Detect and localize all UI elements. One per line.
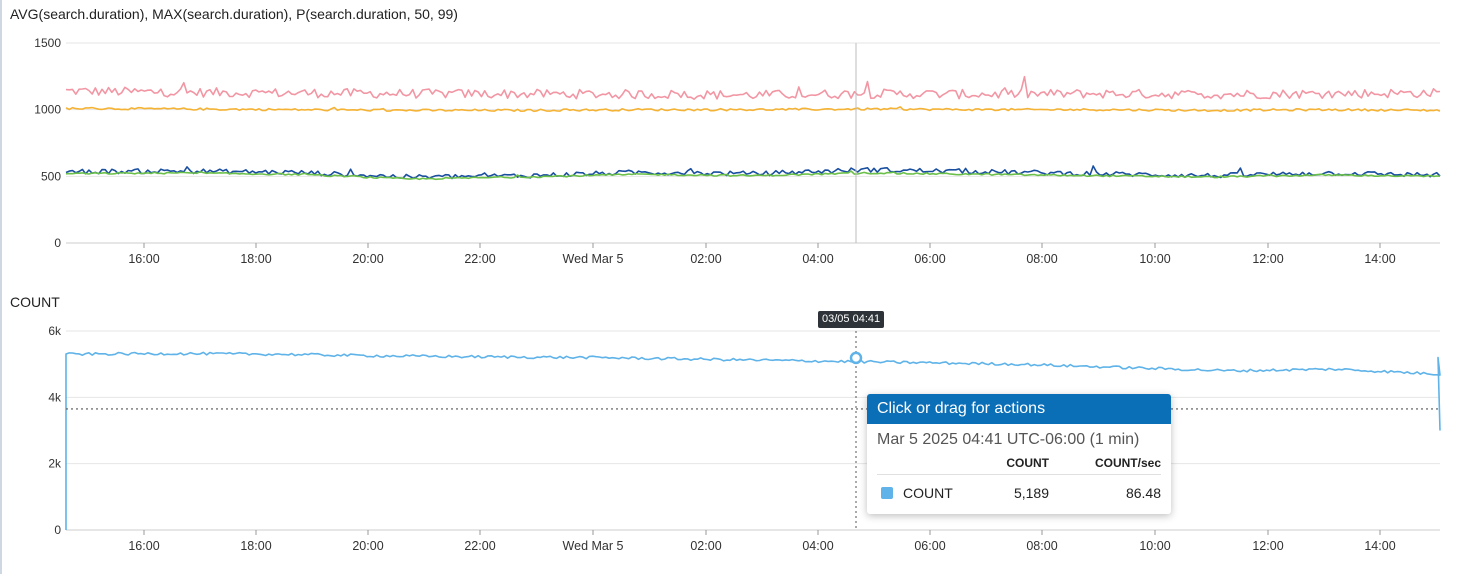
tooltip-subtitle: Mar 5 2025 04:41 UTC-06:00 (1 min) <box>877 431 1140 448</box>
x-tick-label: Wed Mar 5 <box>563 539 624 553</box>
x-tick-label: 18:00 <box>240 539 271 553</box>
hover-tooltip[interactable]: Click or drag for actions Mar 5 2025 04:… <box>867 394 1171 514</box>
tooltip-col-count: COUNT <box>1006 456 1049 470</box>
y-tick-label: 500 <box>41 169 61 183</box>
y-tick-label: 4k <box>48 390 62 404</box>
cursor-timestamp-label: 03/05 04:41 <box>818 311 885 328</box>
tooltip-header[interactable]: Click or drag for actions <box>867 394 1171 424</box>
y-tick-label: 6k <box>48 324 62 338</box>
count-series-swatch <box>881 487 893 499</box>
x-tick-label: 12:00 <box>1252 252 1283 266</box>
duration-chart[interactable]: 0 500 1000 1500 16:00 18:00 20:00 22:00 Wed Mar … <box>0 0 1464 270</box>
y-tick-label: 0 <box>54 236 61 250</box>
tooltip-row-rate: 86.48 <box>1125 485 1161 501</box>
tooltip-header-row: COUNT COUNT/sec <box>877 456 1161 475</box>
count-chart[interactable]: 0 2k 4k 6k 16:00 18:00 20:00 22:00 Wed Mar 5 02:0… <box>0 290 1464 574</box>
series-line-0 <box>65 351 1441 530</box>
x-tick-label: 04:00 <box>802 252 833 266</box>
x-tick-label: 04:00 <box>802 539 833 553</box>
duration-chart-title: AVG(search.duration), MAX(search.duratio… <box>10 6 458 22</box>
x-tick-label: 08:00 <box>1026 252 1057 266</box>
x-tick-label: 16:00 <box>128 539 159 553</box>
y-tick-label: 1500 <box>34 36 61 50</box>
y-tick-label: 0 <box>54 523 61 537</box>
x-tick-label: 22:00 <box>464 252 495 266</box>
x-tick-label: Wed Mar 5 <box>563 252 624 266</box>
x-tick-label: 12:00 <box>1252 539 1283 553</box>
tooltip-table: COUNT COUNT/sec COUNT 5,189 86.48 <box>877 456 1161 501</box>
series-line-1 <box>65 106 1441 113</box>
x-tick-label: 02:00 <box>690 252 721 266</box>
x-tick-label: 18:00 <box>240 252 271 266</box>
y-tick-label: 2k <box>48 457 62 471</box>
tooltip-col-rate: COUNT/sec <box>1094 456 1161 470</box>
x-tick-label: 14:00 <box>1364 539 1395 553</box>
x-tick-label: 02:00 <box>690 539 721 553</box>
y-tick-label: 1000 <box>34 103 61 117</box>
tooltip-row-count: 5,189 <box>1013 485 1049 501</box>
hover-point <box>849 351 863 365</box>
x-tick-label: 06:00 <box>914 252 945 266</box>
x-tick-label: 20:00 <box>352 539 383 553</box>
left-panel-edge <box>0 0 2 574</box>
tooltip-data-row: COUNT 5,189 86.48 <box>877 475 1161 501</box>
x-tick-label: 14:00 <box>1364 252 1395 266</box>
x-tick-label: 06:00 <box>914 539 945 553</box>
series-line-3 <box>65 170 1441 181</box>
count-chart-title: COUNT <box>10 294 60 310</box>
series-line-0 <box>65 75 1441 100</box>
tooltip-row-label: COUNT <box>903 485 953 501</box>
x-tick-label: 20:00 <box>352 252 383 266</box>
x-tick-label: 08:00 <box>1026 539 1057 553</box>
x-tick-label: 16:00 <box>128 252 159 266</box>
x-tick-label: 10:00 <box>1139 252 1170 266</box>
x-tick-label: 10:00 <box>1139 539 1170 553</box>
x-tick-label: 22:00 <box>464 539 495 553</box>
